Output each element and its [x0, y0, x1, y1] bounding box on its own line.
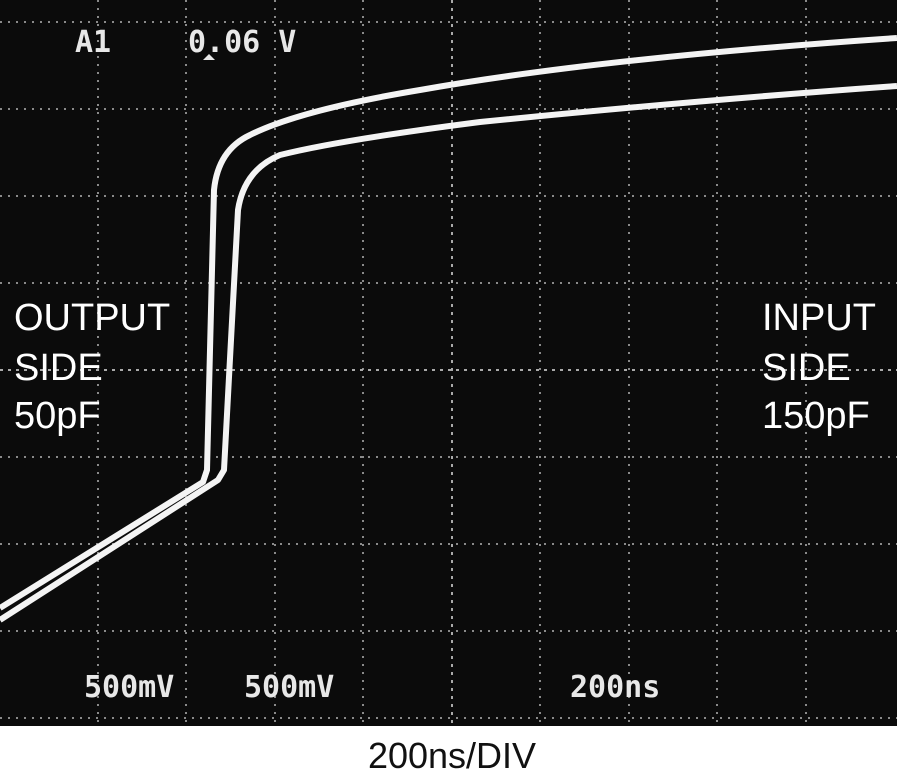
caption: 200ns/DIV [368, 735, 536, 776]
input-trace [0, 83, 898, 623]
scope-screen [0, 0, 897, 726]
trigger-marker [203, 54, 215, 60]
timebase: 200ns [570, 670, 660, 705]
trigger-level: 0.06 V [188, 25, 296, 60]
output-trace [0, 35, 898, 611]
ch1-scale: 500mV [84, 670, 174, 705]
left-label: SIDE [14, 347, 103, 389]
channel-label: A1 [75, 25, 111, 60]
grid [0, 0, 897, 726]
left-label: 50pF [14, 395, 101, 437]
right-label: 150pF [762, 395, 870, 437]
right-label: SIDE [762, 347, 851, 389]
right-label: INPUT [762, 297, 876, 339]
left-label: OUTPUT [14, 297, 170, 339]
ch2-scale: 500mV [244, 670, 334, 705]
